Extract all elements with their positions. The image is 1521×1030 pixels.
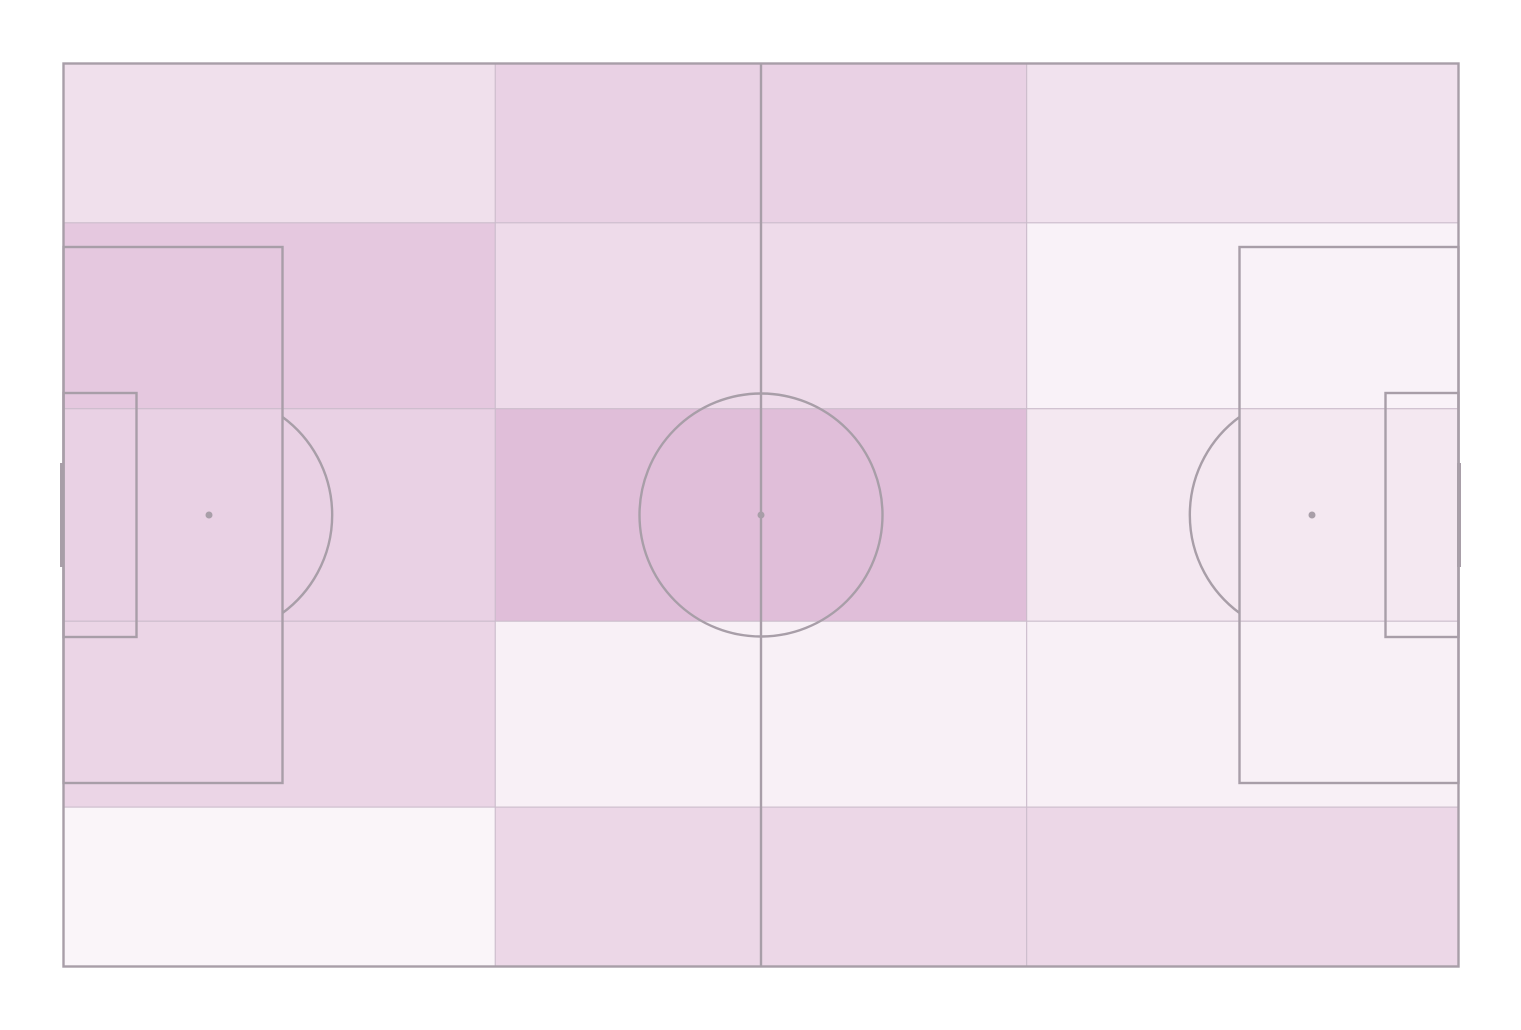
right-penalty-arc: [1188, 416, 1241, 614]
centre-circle: [638, 392, 884, 638]
heatmap-cell: [761, 63, 1027, 223]
heatmap-cell: [761, 621, 1027, 808]
heatmap-cell: [63, 222, 496, 409]
heatmap-cell: [495, 807, 761, 967]
pitch-markings: [60, 62, 1461, 968]
heatmap-cell: [495, 408, 761, 622]
heatmap-cell: [761, 408, 1027, 622]
heatmap-cell: [495, 621, 761, 808]
heatmap-cell: [495, 63, 761, 223]
heatmap-cell: [761, 222, 1027, 409]
heatmap-cell: [761, 807, 1027, 967]
heatmap-cell: [1026, 63, 1459, 223]
right-penalty-spot: [1308, 511, 1316, 519]
centre-spot: [757, 511, 765, 519]
heatmap-cell: [495, 222, 761, 409]
heatmap-cell: [1026, 222, 1459, 409]
heatmap-cell: [63, 807, 496, 967]
heatmap-cell: [63, 63, 496, 223]
left-penalty-spot: [205, 511, 213, 519]
heatmap-cell: [1026, 408, 1459, 622]
heatmap-cell: [1026, 621, 1459, 808]
heatmap-cell: [63, 621, 496, 808]
heatmap-cell: [63, 408, 496, 622]
heatmap-cell: [1026, 807, 1459, 967]
left-penalty-arc: [281, 416, 334, 614]
